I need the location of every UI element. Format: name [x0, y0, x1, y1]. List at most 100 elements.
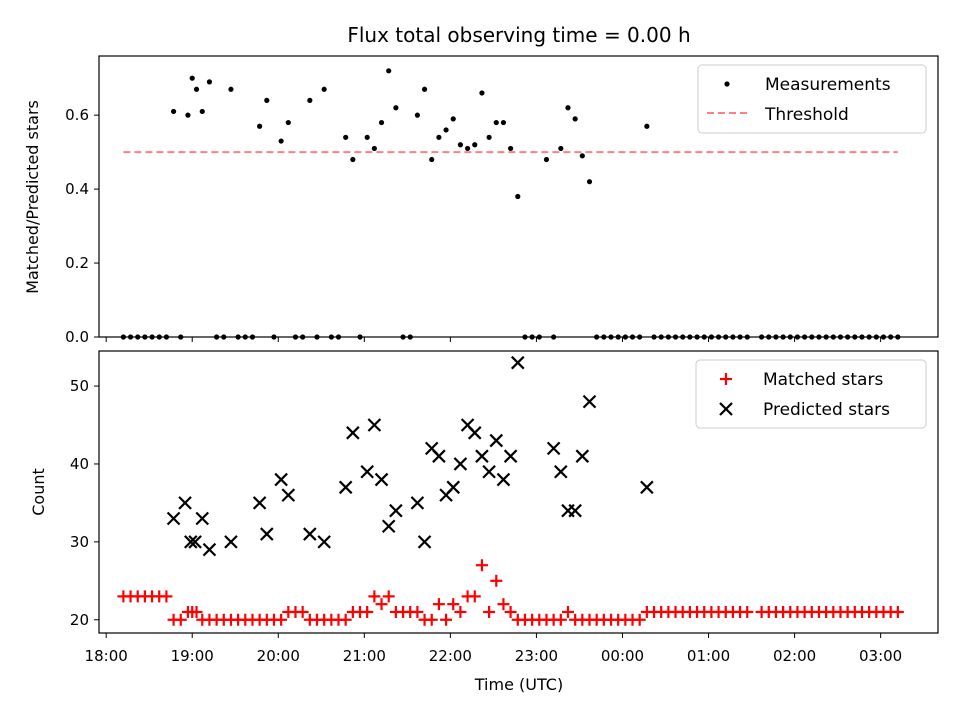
predicted-star-point [554, 464, 568, 479]
predicted-star-point [252, 496, 267, 510]
ratio-y-tick-label: 0.2 [65, 254, 89, 272]
predicted-star-point [317, 535, 331, 549]
matched-star-point [368, 590, 381, 603]
predicted-star-point [381, 519, 396, 534]
count-y-tick-label: 50 [70, 377, 89, 395]
matched-star-point [425, 613, 438, 626]
predicted-star-point [511, 355, 525, 370]
measurement-point [393, 105, 399, 111]
measurement-point [278, 138, 284, 144]
measurement-points [120, 68, 901, 340]
count-x-tick-label: 22:00 [429, 647, 472, 665]
measurement-point [479, 90, 485, 96]
predicted-star-point [303, 527, 317, 541]
measurement-point [586, 179, 593, 185]
predicted-star-point [281, 488, 296, 502]
matched-legend-marker [720, 373, 732, 385]
predicted-star-point [582, 394, 597, 409]
ratio-y-tick-label: 0.0 [65, 328, 89, 346]
count-plot-frame [98, 350, 939, 634]
ratio-y-ticks: 0.0 0.2 0.4 0.6 [65, 106, 99, 346]
count-x-tick-label: 00:00 [601, 647, 644, 665]
matched-star-point [483, 605, 496, 618]
measurement-point [429, 156, 435, 163]
count-x-tick-label: 03:00 [859, 647, 902, 665]
ratio-plot-frame [98, 55, 939, 338]
predicted-star-point [417, 535, 432, 549]
chart-title: Flux total observing time = 0.00 h [347, 23, 690, 47]
measurement-point [579, 153, 585, 159]
matched-star-point [174, 613, 187, 626]
count-legend: Matched stars Predicted stars [695, 359, 927, 429]
matched-star-point [561, 605, 574, 618]
predicted-star-point [546, 441, 561, 456]
matched-star-point [440, 613, 453, 626]
matched-star-point [633, 613, 646, 626]
ratio-legend-box [697, 64, 927, 134]
ratio-x-ticks [105, 337, 882, 342]
count-x-tick-label: 23:00 [515, 647, 558, 665]
measurement-point [493, 119, 499, 126]
measurement-point [486, 134, 492, 140]
measurement-point [414, 112, 420, 118]
predicted-star-point [496, 472, 511, 487]
predicted-star-point [503, 449, 518, 463]
predicted-star-point [360, 464, 374, 479]
predicted-star-point [346, 426, 360, 440]
measurement-point [472, 142, 478, 148]
count-x-tick-label: 21:00 [343, 647, 386, 665]
measurement-point [285, 119, 291, 126]
predicted-legend-marker [719, 402, 733, 416]
measurement-point [307, 97, 313, 103]
matched-star-point [891, 605, 904, 618]
measurement-point [185, 112, 191, 118]
matched-star-point [411, 605, 424, 618]
measurement-point [321, 86, 327, 92]
matched-star-point [275, 613, 288, 626]
matched-star-point [497, 598, 510, 611]
measurement-point [443, 127, 449, 133]
predicted-star-point [367, 418, 382, 432]
count-legend-box [695, 359, 927, 429]
predicted-legend-label: Predicted stars [763, 400, 890, 420]
count-y-tick-label: 30 [70, 533, 89, 551]
count-x-tick-label: 19:00 [171, 647, 214, 665]
predicted-star-point [260, 527, 274, 541]
measurement-point [500, 119, 507, 126]
count-x-tick-label: 02:00 [773, 647, 816, 665]
measurement-point [350, 156, 356, 163]
predicted-star-point [453, 457, 468, 471]
measurement-point [457, 142, 464, 148]
measurement-point [543, 156, 550, 163]
matched-star-point [190, 605, 203, 618]
measurement-point [421, 86, 428, 92]
matched-star-point [454, 605, 467, 618]
matched-star-point [468, 590, 481, 603]
ratio-y-tick-label: 0.4 [65, 180, 89, 198]
measurement-point [228, 86, 234, 92]
matched-star-point [361, 605, 374, 618]
matched-star-point [382, 590, 395, 603]
measurement-point [386, 68, 392, 74]
count-x-ticks: 18:00 19:00 20:00 21:00 22:00 23:00 00:00 01:00… [85, 633, 902, 665]
predicted-star-point [338, 480, 353, 495]
measurement-point [565, 105, 571, 111]
threshold-legend-label: Threshold [764, 105, 849, 125]
predicted-star-point [568, 503, 582, 518]
measurement-point [508, 145, 514, 152]
predicted-star-point [202, 542, 217, 557]
predicted-star-point [274, 472, 288, 487]
matched-star-point [296, 605, 309, 618]
measurement-point [515, 193, 521, 200]
matched-star-point [447, 598, 460, 611]
count-x-axis-label: Time (UTC) [474, 675, 563, 694]
count-x-tick-label: 01:00 [687, 647, 730, 665]
measurement-point [572, 116, 578, 122]
predicted-star-point [224, 535, 238, 549]
measurement-point [206, 79, 213, 85]
predicted-star-point [475, 449, 489, 463]
measurement-point [644, 123, 650, 129]
measurement-point [378, 119, 385, 126]
measurement-point [189, 75, 195, 81]
